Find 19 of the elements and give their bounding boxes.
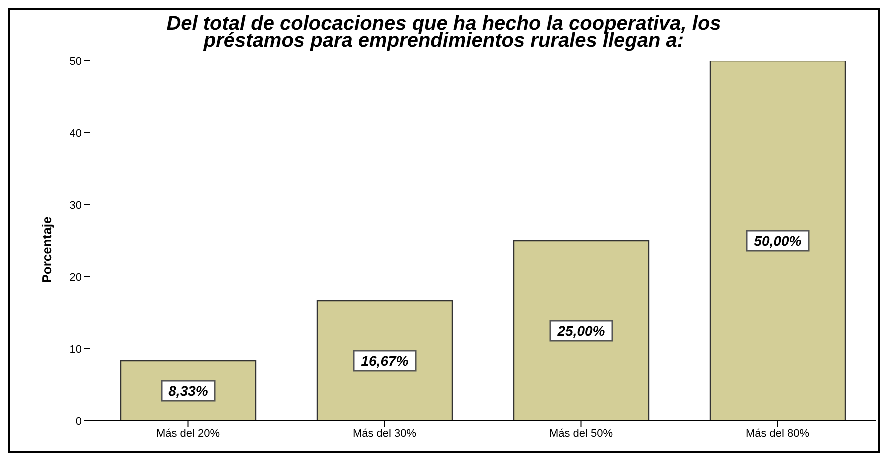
data-label: 50,00% — [754, 233, 802, 249]
data-label: 25,00% — [556, 323, 606, 339]
y-tick-label: 50 — [70, 56, 82, 68]
bar — [316, 300, 454, 421]
x-tick-label: Más del 30% — [352, 428, 417, 440]
bar — [710, 61, 846, 421]
x-tick-label: Más del 20% — [156, 428, 220, 440]
y-tick-label: 10 — [70, 344, 82, 356]
y-tick-label: 0 — [76, 416, 82, 428]
x-tick-label: Más del 80% — [746, 428, 810, 440]
data-label: 8,33% — [168, 383, 209, 400]
x-tick-label: Más del 50% — [549, 428, 614, 440]
y-tick-label: 20 — [70, 272, 82, 284]
y-axis-title: Porcentaje — [40, 216, 55, 284]
chart-title: Del total de colocaciones que ha hecho la cooperativa, los préstamos para emprendimientos rurales llegan a: — [166, 13, 722, 52]
data-label: 16,67% — [361, 352, 410, 369]
y-tick-label: 40 — [70, 128, 82, 140]
bar — [513, 240, 650, 421]
y-tick-label: 30 — [70, 200, 82, 212]
